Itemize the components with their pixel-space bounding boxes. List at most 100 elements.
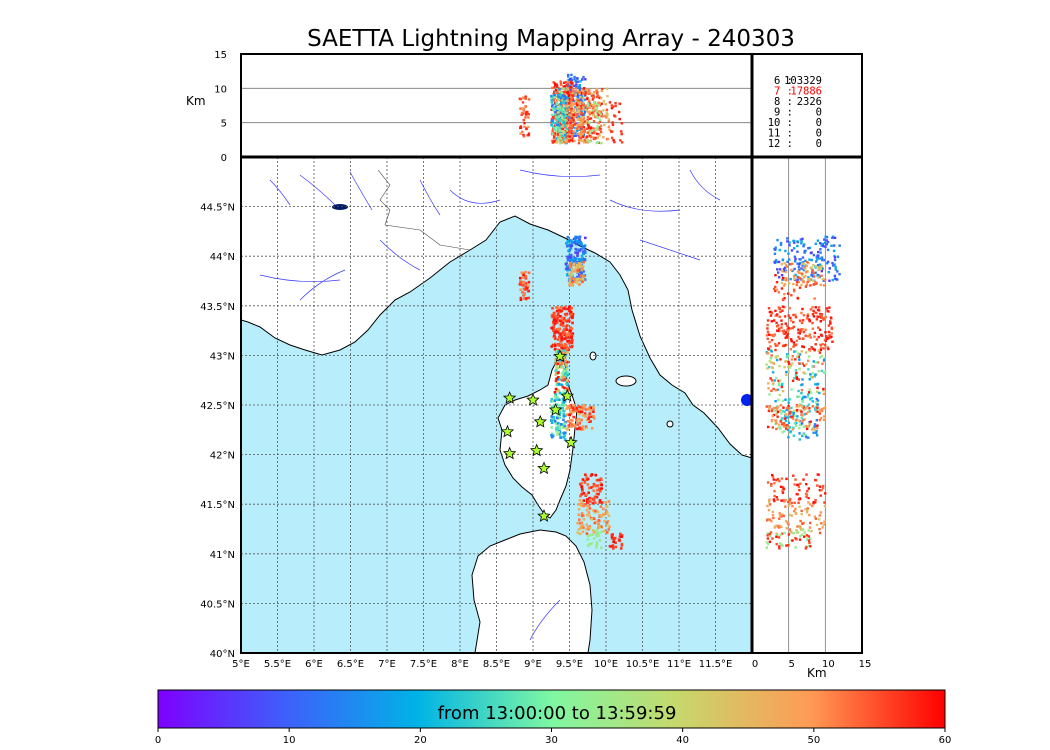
lightning-source-point (576, 235, 580, 239)
lightning-altitude-side-point (826, 240, 830, 244)
lightning-altitude-side-point (780, 477, 784, 480)
lightning-source-point (611, 533, 614, 536)
lightning-source-point (568, 305, 571, 309)
lightning-altitude-side-point (822, 387, 825, 391)
lightning-altitude-side-point (785, 427, 788, 430)
lightning-source-point (566, 267, 570, 270)
lightning-altitude-side-point (818, 391, 821, 395)
lightning-altitude-side-point (819, 409, 823, 413)
lightning-altitude-point (551, 129, 554, 133)
lightning-altitude-side-point (778, 517, 781, 520)
lightning-source-point (584, 408, 588, 411)
side-x-tick-label: 5 (788, 659, 794, 670)
lightning-altitude-side-point (796, 270, 800, 273)
lightning-altitude-point (568, 127, 572, 130)
lightning-altitude-side-point (828, 279, 831, 282)
lightning-source-point (568, 279, 572, 282)
lightning-altitude-side-point (816, 424, 819, 427)
lightning-source-point (595, 495, 599, 499)
lightning-altitude-side-point (821, 486, 825, 490)
lightning-altitude-side-point (808, 421, 811, 424)
lightning-altitude-side-point (780, 319, 783, 322)
lightning-altitude-side-point (788, 244, 791, 247)
lightning-altitude-side-point (792, 413, 795, 417)
lightning-altitude-point (598, 102, 601, 105)
lightning-altitude-side-point (790, 262, 793, 266)
lightning-source-point (555, 377, 558, 380)
lightning-altitude-point (551, 113, 554, 117)
lightning-source-point (579, 504, 583, 507)
lightning-altitude-side-point (794, 424, 798, 427)
lightning-source-point (597, 534, 601, 538)
lightning-altitude-side-point (820, 256, 824, 259)
station-count-label: 9 : (774, 107, 793, 119)
lightning-altitude-side-point (818, 315, 821, 319)
lightning-altitude-point (579, 120, 583, 123)
lightning-source-point (583, 503, 586, 506)
lightning-altitude-side-point (800, 283, 803, 287)
lightning-altitude-side-point (811, 405, 815, 408)
lightning-altitude-point (550, 101, 553, 104)
station-star-icon (502, 446, 517, 460)
lightning-source-point (566, 256, 569, 259)
lightning-source-point (554, 387, 558, 391)
lightning-altitude-point (566, 96, 569, 99)
lightning-altitude-point (553, 90, 556, 93)
lightning-altitude-side-point (800, 509, 803, 513)
lightning-altitude-side-point (794, 313, 797, 317)
lightning-altitude-side-point (813, 348, 816, 351)
lightning-source-point (581, 478, 585, 481)
lightning-source-point (563, 337, 567, 341)
lightning-altitude-point (587, 91, 591, 94)
lightning-altitude-point (558, 124, 561, 127)
lightning-altitude-side-point (793, 414, 797, 418)
lightning-source-point (574, 247, 577, 251)
lightning-altitude-point (587, 126, 590, 130)
lightning-altitude-point (577, 103, 581, 106)
lightning-altitude-point (600, 96, 603, 100)
lightning-altitude-side-point (821, 267, 824, 270)
lightning-source-point (581, 489, 584, 493)
lightning-source-point (580, 410, 583, 414)
lightning-source-point (520, 271, 524, 275)
lightning-source-point (557, 423, 560, 427)
lightning-altitude-side-point (796, 244, 799, 248)
lightning-altitude-side-point (822, 318, 825, 321)
lightning-altitude-side-point (786, 260, 789, 264)
lightning-source-point (567, 243, 571, 247)
lightning-altitude-side-point (791, 504, 794, 508)
lightning-altitude-side-point (788, 528, 791, 531)
lightning-source-point (570, 258, 573, 262)
lightning-altitude-side-point (778, 512, 781, 515)
lightning-source-point (555, 309, 559, 313)
lightning-altitude-point (586, 104, 590, 107)
lightning-source-point (550, 345, 553, 348)
lightning-altitude-point (562, 101, 565, 105)
station-star-icon (553, 349, 567, 363)
lightning-altitude-point (620, 132, 624, 136)
lightning-altitude-point (573, 84, 576, 87)
lightning-altitude-side-point (808, 388, 811, 391)
lightning-source-point (524, 277, 528, 280)
lightning-altitude-side-point (828, 306, 831, 309)
lightning-altitude-side-point (779, 409, 782, 412)
lightning-altitude-point (576, 113, 579, 116)
lightning-altitude-point (582, 97, 585, 100)
lightning-source-point (570, 241, 574, 244)
station-star-icon (500, 424, 515, 438)
lightning-source-point (568, 281, 572, 285)
lightning-source-point (579, 247, 583, 251)
lightning-source-point (581, 277, 585, 281)
lightning-altitude-side-point (815, 256, 818, 259)
lightning-altitude-side-point (790, 501, 793, 505)
lightning-altitude-point (554, 103, 557, 106)
lightning-source-point (568, 258, 572, 261)
lightning-altitude-side-point (795, 371, 798, 375)
lightning-altitude-point (592, 106, 595, 109)
lightning-altitude-point (550, 108, 553, 112)
lightning-altitude-side-point (781, 399, 785, 403)
lightning-altitude-point (581, 135, 585, 138)
colorbar-tick-label: 0 (155, 735, 161, 746)
lightning-altitude-point (561, 116, 565, 119)
lightning-altitude-side-point (790, 531, 794, 534)
